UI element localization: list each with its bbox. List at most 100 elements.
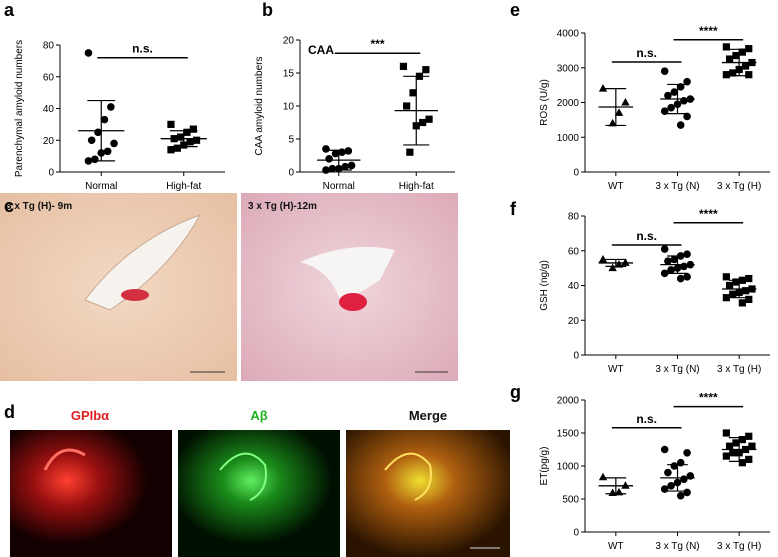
y-tick-label: 4000 (557, 29, 580, 40)
data-point (683, 250, 691, 259)
data-point (683, 112, 691, 121)
annotation: CAA (308, 43, 334, 57)
data-point (103, 147, 112, 156)
data-point (608, 118, 617, 127)
significance-label: **** (699, 207, 718, 221)
data-point (748, 442, 756, 450)
y-axis-label: ROS (U/g) (539, 79, 550, 126)
data-point (745, 274, 753, 283)
data-point (738, 459, 746, 467)
data-point (660, 485, 669, 493)
data-point (322, 145, 330, 153)
data-point (745, 45, 753, 53)
y-tick-label: 80 (43, 41, 55, 52)
y-tick-label: 0 (288, 168, 294, 179)
y-axis-label: Parenchymal amyloid numbers (14, 40, 25, 177)
significance-label: **** (699, 24, 718, 38)
data-point (91, 155, 99, 164)
data-point (670, 88, 679, 96)
y-tick-label: 20 (568, 316, 580, 327)
y-tick-label: 1500 (557, 429, 580, 440)
data-point (738, 299, 746, 307)
data-point (676, 274, 685, 283)
data-point (660, 445, 669, 454)
data-point (660, 67, 669, 76)
data-point (406, 148, 414, 156)
y-tick-label: 15 (283, 69, 295, 80)
data-point (729, 290, 737, 298)
y-tick-label: 40 (43, 104, 55, 115)
data-point (341, 162, 349, 171)
data-point (422, 66, 430, 74)
panel-label: d (4, 402, 15, 422)
x-tick-label: 3 x Tg (N) (655, 364, 699, 375)
data-point (680, 262, 688, 271)
data-point (189, 125, 197, 133)
y-tick-label: 40 (568, 281, 580, 292)
y-tick-label: 2000 (557, 98, 580, 109)
data-point (399, 62, 408, 70)
x-tick-label: WT (608, 181, 624, 192)
data-point (107, 103, 115, 111)
data-point (670, 255, 679, 264)
y-tick-label: 20 (283, 36, 295, 47)
data-point (667, 482, 675, 490)
panel-label: e (510, 0, 520, 20)
y-tick-label: 60 (568, 246, 580, 257)
data-point (667, 103, 675, 112)
data-point (738, 436, 746, 444)
y-tick-label: 80 (568, 212, 580, 223)
fluorescence-image (10, 430, 172, 557)
data-point (732, 51, 740, 60)
data-point (167, 120, 175, 128)
image-caption: Merge (409, 408, 447, 423)
x-tick-label: 3 x Tg (H) (717, 181, 761, 192)
data-point (741, 62, 750, 70)
image-caption: Aβ (250, 408, 267, 423)
data-point (676, 491, 685, 500)
significance-label: **** (699, 391, 718, 405)
y-tick-label: 0 (573, 351, 579, 362)
data-point (621, 258, 630, 266)
x-tick-label: WT (608, 364, 624, 375)
y-axis-label: GSH (ng/g) (539, 260, 550, 311)
data-point (173, 144, 181, 152)
data-point (167, 146, 175, 154)
data-point (176, 133, 185, 141)
data-point (725, 281, 734, 290)
data-point (664, 468, 672, 477)
data-point (598, 254, 608, 263)
image-caption: 3 x Tg (H)-12m (248, 201, 317, 212)
panel-label: g (510, 382, 521, 402)
data-point (325, 155, 333, 163)
x-tick-label: 3 x Tg (H) (717, 364, 761, 375)
y-tick-label: 2000 (557, 396, 580, 407)
y-tick-label: 5 (288, 135, 294, 146)
y-tick-label: 0 (573, 168, 579, 179)
data-point (745, 455, 753, 463)
y-tick-label: 1000 (557, 133, 580, 144)
y-tick-label: 20 (43, 136, 55, 147)
significance-label: n.s. (636, 412, 657, 426)
x-tick-label: Normal (323, 181, 355, 192)
y-tick-label: 500 (562, 495, 579, 506)
x-tick-label: 3 x Tg (N) (655, 541, 699, 552)
data-point (722, 294, 730, 302)
y-tick-label: 3000 (557, 63, 580, 74)
image-caption: GPIbα (71, 408, 109, 423)
x-tick-label: WT (608, 541, 624, 552)
y-tick-label: 1000 (557, 462, 580, 473)
y-tick-label: 60 (43, 72, 55, 83)
data-point (729, 69, 737, 77)
data-point (409, 89, 417, 97)
data-point (722, 452, 730, 460)
panel-label: a (4, 0, 15, 20)
data-point (110, 139, 118, 148)
panel-label: b (262, 0, 273, 20)
x-tick-label: 3 x Tg (N) (655, 181, 699, 192)
significance-label: n.s. (636, 46, 657, 60)
data-point (664, 91, 672, 100)
data-point (664, 257, 672, 265)
panel-label: c (4, 196, 14, 216)
